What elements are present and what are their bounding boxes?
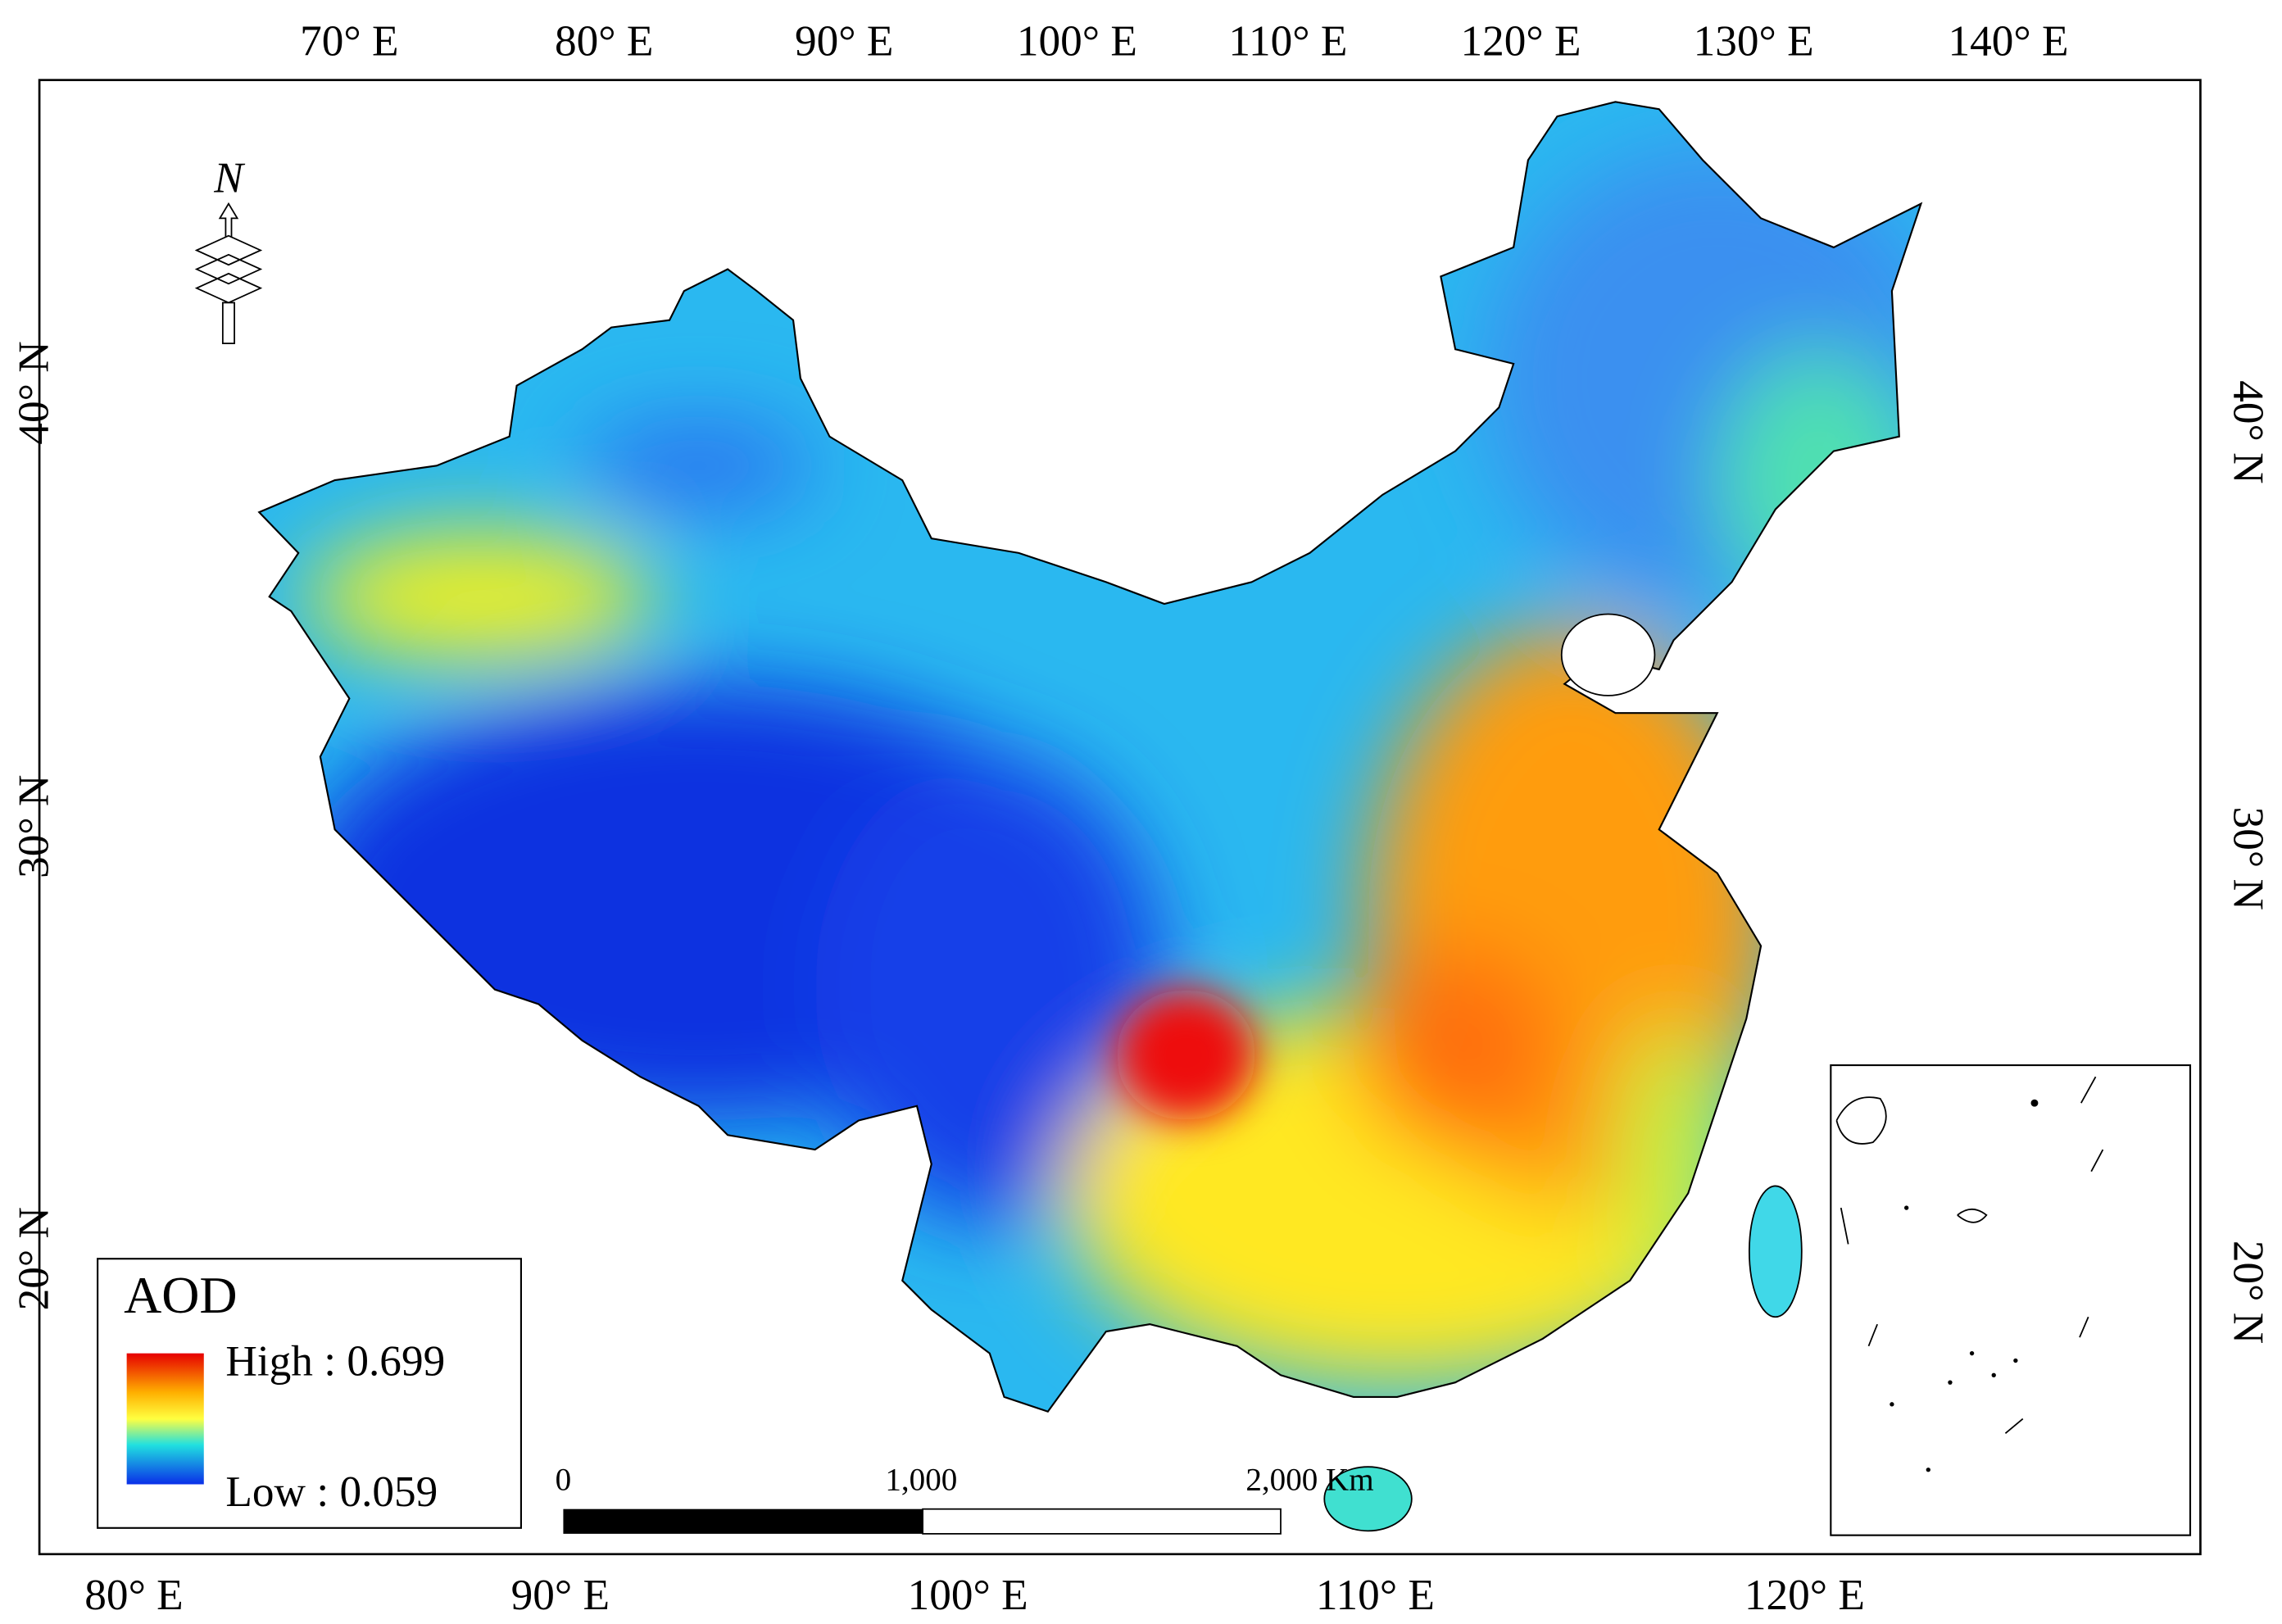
top-tick-label: 130° E	[1694, 16, 1814, 65]
north-arrow: N	[194, 153, 263, 345]
top-tick-label: 140° E	[1948, 16, 2068, 65]
top-tick-label: 90° E	[795, 16, 893, 65]
left-tick-label: 40° N	[10, 341, 58, 444]
scale-label: 1,000	[885, 1463, 957, 1498]
bottom-tick-label: 100° E	[908, 1571, 1028, 1619]
top-tick-label: 110° E	[1228, 16, 1347, 65]
legend-title: AOD	[124, 1266, 238, 1324]
left-tick-label: 30° N	[10, 775, 58, 878]
legend: AOD High : 0.699 Low : 0.059	[97, 1258, 522, 1529]
scale-bar	[563, 1508, 1282, 1535]
scale-label: 0	[556, 1463, 572, 1498]
bottom-tick-label: 110° E	[1316, 1571, 1435, 1619]
top-tick-label: 80° E	[555, 16, 653, 65]
bottom-tick-label: 120° E	[1744, 1571, 1865, 1619]
right-tick-label: 20° N	[2224, 1241, 2272, 1344]
left-tick-label: 20° N	[10, 1207, 58, 1310]
top-tick-label: 70° E	[300, 16, 398, 65]
legend-high: High : 0.699	[225, 1336, 445, 1385]
bohai-sea	[1560, 613, 1656, 696]
legend-low: Low : 0.059	[225, 1467, 438, 1516]
bottom-tick-label: 80° E	[84, 1571, 183, 1619]
legend-ramp	[126, 1353, 204, 1485]
hainan	[1323, 1466, 1413, 1532]
right-tick-label: 30° N	[2224, 807, 2272, 910]
right-tick-label: 40° N	[2224, 380, 2272, 483]
top-tick-label: 120° E	[1461, 16, 1581, 65]
taiwan	[1748, 1185, 1803, 1318]
scale-label: 2,000 Km	[1245, 1463, 1373, 1498]
bottom-tick-label: 90° E	[511, 1571, 610, 1619]
top-tick-label: 100° E	[1017, 16, 1137, 65]
north-label: N	[213, 153, 245, 202]
inset	[1830, 1064, 2192, 1536]
